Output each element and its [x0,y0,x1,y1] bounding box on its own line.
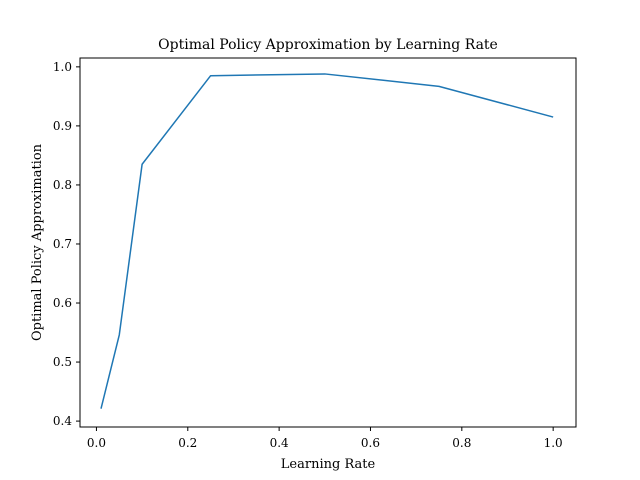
axes-frame [79,57,577,428]
y-tick-label: 0.5 [53,355,72,369]
x-tick-label: 0.0 [87,436,106,450]
plot-layer [100,73,554,409]
y-tick-label: 0.4 [53,414,72,428]
y-axis-ticks: 0.4 0.5 0.6 0.7 0.8 0.9 1.0 [53,60,80,428]
x-tick-label: 0.8 [452,436,471,450]
x-tick-label: 1.0 [544,436,563,450]
x-tick-label: 0.4 [270,436,289,450]
y-tick-label: 0.9 [53,119,72,133]
chart-title: Optimal Policy Approximation by Learning… [158,37,498,53]
y-axis-label: Optimal Policy Approximation [30,143,45,341]
x-axis-label: Learning Rate [281,457,376,472]
y-tick-label: 0.6 [53,296,72,310]
x-axis-ticks: 0.0 0.2 0.4 0.6 0.8 1.0 [87,427,563,450]
series-line [100,73,554,409]
y-tick-label: 0.7 [53,237,72,251]
y-tick-label: 1.0 [53,60,72,74]
y-tick-label: 0.8 [53,178,72,192]
x-tick-label: 0.2 [178,436,197,450]
x-tick-label: 0.6 [361,436,380,450]
